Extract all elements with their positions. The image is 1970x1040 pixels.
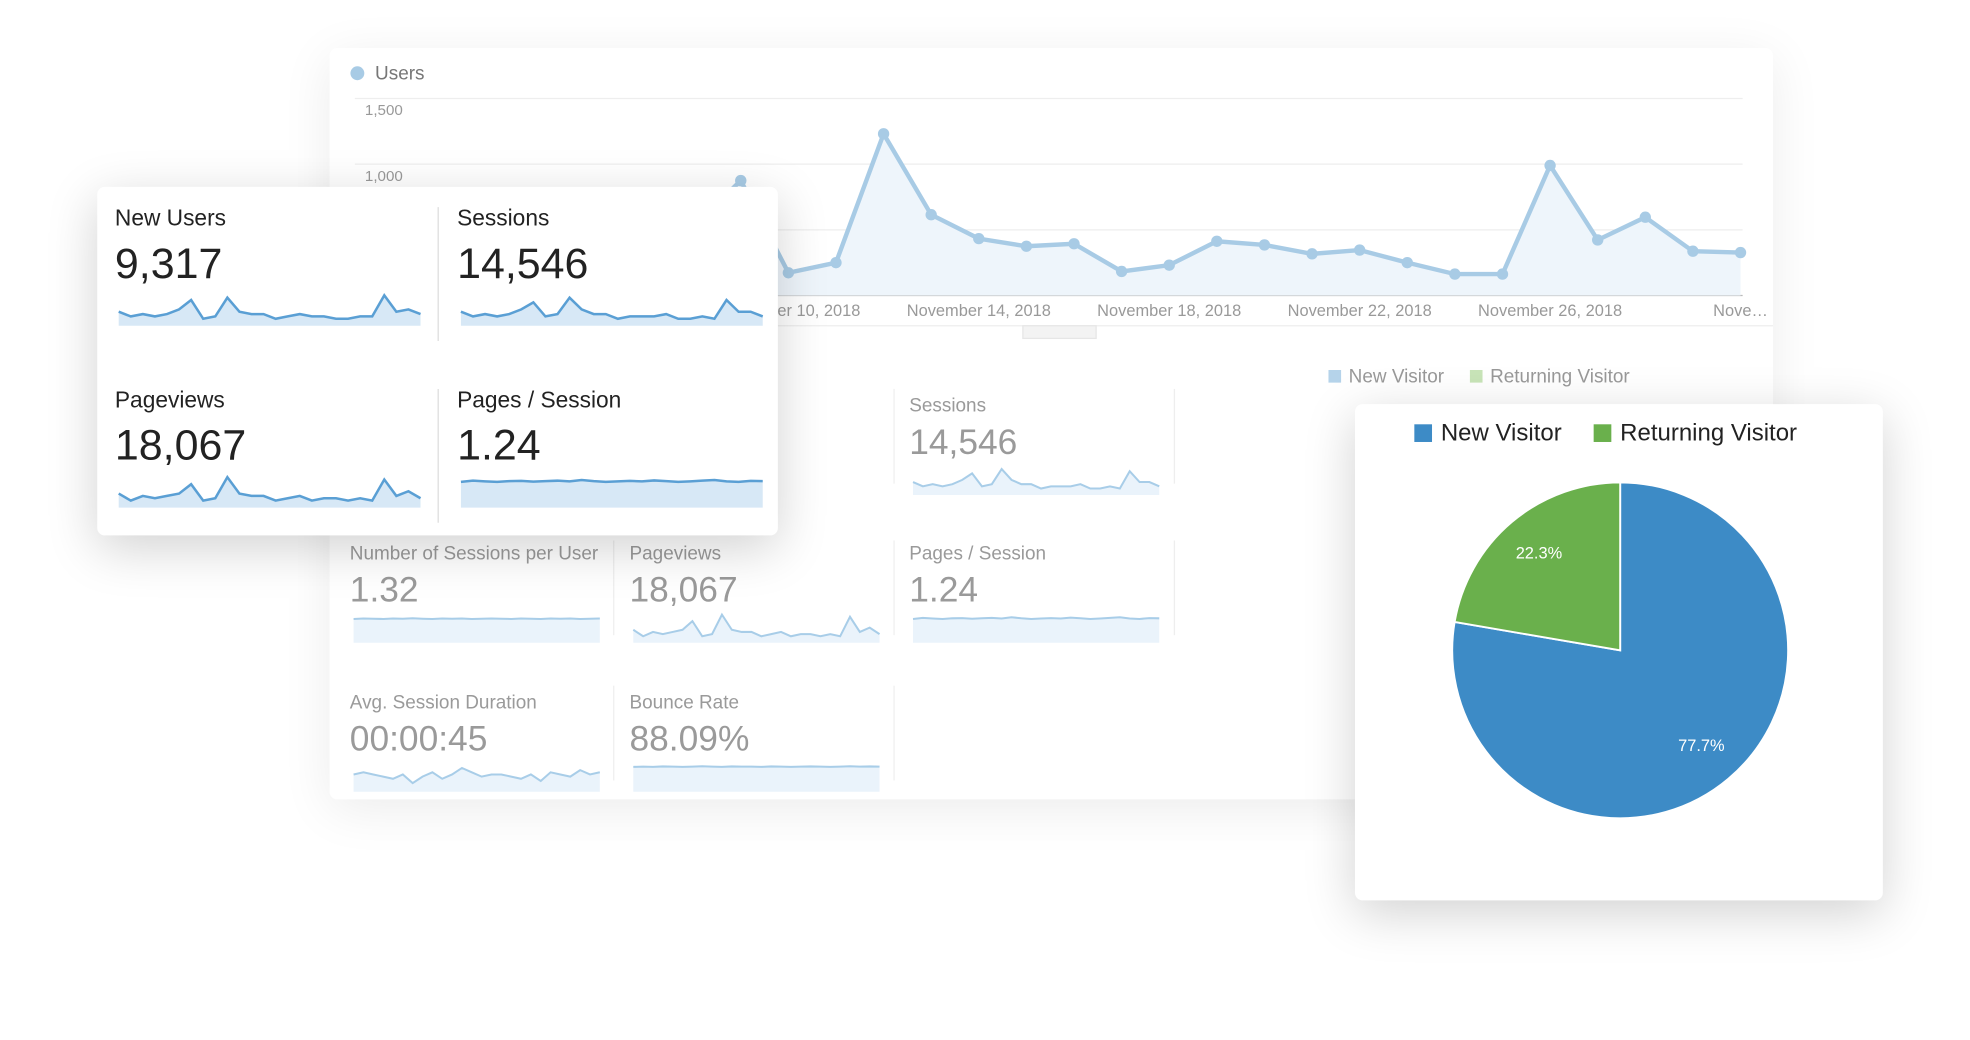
sparkline <box>353 617 600 620</box>
point <box>1353 244 1366 256</box>
point <box>973 232 985 245</box>
sparkline-area <box>913 469 1160 496</box>
point <box>1496 268 1509 280</box>
pie-card: New Visitor Returning Visitor 77.7% 22.3% <box>1354 404 1883 901</box>
metric-value: 14,546 <box>909 423 1017 462</box>
point <box>735 174 747 187</box>
sparkline <box>632 612 881 638</box>
x-tick-label: November 22, 2018 <box>1288 302 1432 320</box>
metric-label: Number of Sessions per User <box>350 543 598 564</box>
metric-label: Pages / Session <box>457 387 621 413</box>
sparkline-area <box>118 295 421 326</box>
point <box>1639 211 1651 223</box>
metric-value: 88.09% <box>630 720 750 759</box>
sparkline-area <box>460 479 763 508</box>
sparkline-area <box>353 618 600 643</box>
point <box>1687 245 1699 257</box>
metrics-graphics: New Users 9,317 Sessions 14,546 Pageviews 18,… <box>115 205 764 523</box>
sparkline <box>912 467 1160 490</box>
metric-value: 00:00:45 <box>350 720 488 759</box>
legend-swatch <box>1414 424 1433 442</box>
x-tick-label: November 26, 2018 <box>1478 302 1622 320</box>
x-tick-label: Nove… <box>1713 302 1768 320</box>
point <box>1020 240 1033 252</box>
metric-value: 9,317 <box>115 240 222 288</box>
metric-value: 14,546 <box>457 240 588 288</box>
y-tick-label: 1,500 <box>365 102 403 119</box>
sparkline <box>353 766 601 785</box>
point <box>1544 159 1556 172</box>
sparkline <box>460 295 764 321</box>
point <box>1306 248 1318 260</box>
sparkline-area <box>633 766 880 792</box>
metric-value: 1.32 <box>350 571 419 610</box>
legend-label: New Visitor <box>1349 367 1444 388</box>
metric-value: 1.24 <box>457 422 541 470</box>
sparkline <box>118 293 421 321</box>
legend-marker <box>350 66 365 81</box>
sparkline-area <box>353 767 600 792</box>
x-tick-label: November 14, 2018 <box>907 302 1051 320</box>
legend-label: Returning Visitor <box>1620 420 1797 447</box>
metric-value: 18,067 <box>115 422 246 470</box>
point <box>830 256 842 269</box>
pie-slice <box>1453 481 1622 652</box>
metric-label: Sessions <box>457 205 549 231</box>
x-tick-label: November 18, 2018 <box>1097 302 1241 320</box>
legend-label: Returning Visitor <box>1490 367 1630 388</box>
point <box>1163 259 1175 271</box>
metric-value: 18,067 <box>630 571 738 610</box>
legend-label: New Visitor <box>1441 420 1562 447</box>
metrics-card: New Users 9,317 Sessions 14,546 Pageviews 18,… <box>97 186 778 536</box>
sparkline <box>912 616 1160 620</box>
point <box>877 128 890 140</box>
metric-label: Pageviews <box>630 543 722 564</box>
y-tick-label: 1,000 <box>365 168 403 185</box>
metric-value: 1.24 <box>909 571 978 610</box>
point <box>1211 235 1223 247</box>
sparkline <box>460 478 763 484</box>
metric-label: New Users <box>115 205 226 231</box>
sparkline-area <box>913 617 1160 643</box>
collapse-handle[interactable] <box>1022 325 1097 340</box>
metric-label: Pageviews <box>115 387 225 413</box>
point <box>1592 234 1604 246</box>
point <box>1449 268 1461 280</box>
sparkline-area <box>633 614 880 643</box>
point <box>925 209 937 221</box>
point <box>782 267 795 279</box>
legend-swatch <box>1328 370 1342 383</box>
point <box>1401 256 1413 269</box>
point <box>1068 238 1080 250</box>
sparkline-area <box>460 297 763 326</box>
slice-label: 77.7% <box>1678 737 1725 755</box>
slice-label: 22.3% <box>1516 544 1563 562</box>
sparkline <box>633 765 880 768</box>
sparkline <box>118 474 422 503</box>
metric-label: Bounce Rate <box>630 692 739 713</box>
point <box>1734 246 1747 259</box>
pie-graphics: New Visitor Returning Visitor 77.7% 22.3% <box>1414 420 1797 820</box>
metric-label: Pages / Session <box>909 543 1046 564</box>
metric-label: Sessions <box>909 396 986 417</box>
legend-label: Users <box>375 64 424 85</box>
legend-swatch <box>1469 370 1483 383</box>
point <box>1258 239 1271 251</box>
legend-swatch <box>1593 424 1612 442</box>
point <box>1115 265 1128 278</box>
sparkline-area <box>118 477 421 508</box>
metric-label: Avg. Session Duration <box>350 692 537 713</box>
